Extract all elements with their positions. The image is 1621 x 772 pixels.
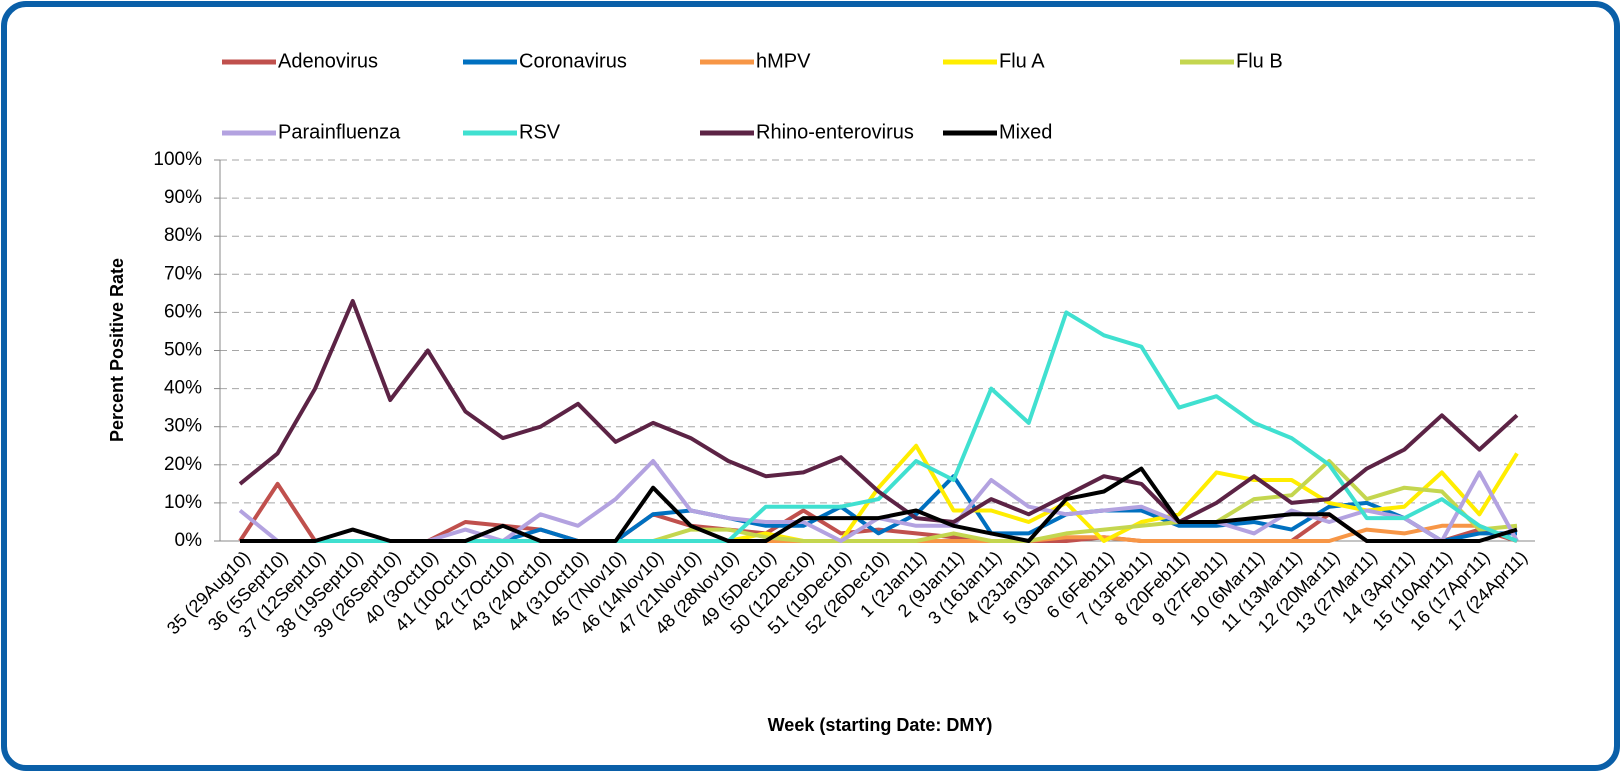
y-tick-label: 50%: [164, 340, 202, 361]
y-tick-label: 90%: [164, 187, 202, 208]
y-tick-label: 80%: [164, 225, 202, 246]
series-line: [238, 481, 1518, 543]
legend-label: Parainfluenza: [278, 121, 401, 143]
y-tick-label: 70%: [164, 263, 202, 284]
legend-label: Coronavirus: [519, 50, 627, 72]
y-tick-label: 100%: [153, 149, 202, 170]
series-line: [240, 466, 1518, 543]
x-axis-title: Week (starting Date: DMY): [768, 715, 993, 735]
y-tick-label: 30%: [164, 416, 202, 437]
legend-label: RSV: [519, 121, 561, 143]
legend-label: Flu B: [1236, 50, 1283, 72]
y-tick-label: 40%: [164, 378, 202, 399]
series-line: [238, 299, 1519, 524]
y-tick-label: 20%: [164, 454, 202, 475]
legend-label: Flu A: [999, 50, 1045, 72]
y-axis-title: Percent Positive Rate: [107, 258, 127, 442]
legend-label: Adenovirus: [278, 50, 378, 72]
y-tick-label: 10%: [164, 492, 202, 513]
y-tick-label: 0%: [175, 530, 203, 551]
y-tick-label: 60%: [164, 301, 202, 322]
legend-label: Rhino-enterovirus: [756, 121, 914, 143]
legend-label: Mixed: [999, 121, 1052, 143]
legend-label: hMPV: [756, 50, 811, 72]
